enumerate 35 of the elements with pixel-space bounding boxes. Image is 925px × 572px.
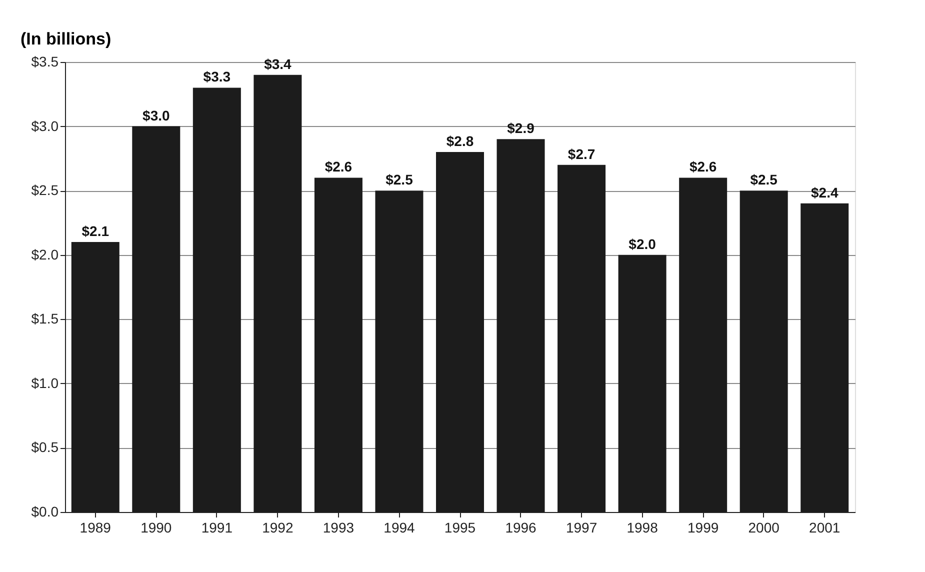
data-label: $2.4: [810, 184, 838, 200]
y-tick-label: $3.0: [31, 118, 59, 134]
data-label: $2.1: [82, 223, 110, 239]
data-label: $3.3: [203, 68, 231, 85]
x-tick-label: 1996: [505, 520, 537, 536]
y-tick-label: $1.5: [31, 310, 59, 327]
data-label: $2.7: [568, 146, 596, 162]
y-tick-label: $2.5: [31, 182, 59, 198]
y-tick-label: $3.5: [31, 54, 59, 70]
data-label: $2.5: [750, 172, 778, 188]
data-label: $2.8: [446, 133, 474, 149]
x-tick-label: 1993: [322, 520, 354, 536]
y-tick-label: $2.0: [31, 246, 59, 262]
y-tick-label: $1.0: [31, 374, 59, 391]
y-axis-title: (In billions): [20, 30, 112, 48]
y-tick-label: $0.0: [31, 504, 59, 520]
data-label: $3.4: [264, 56, 292, 72]
x-tick-label: 1990: [140, 520, 172, 536]
x-tick-label: 1995: [444, 520, 476, 536]
x-tick-label: 1989: [80, 520, 112, 536]
data-label: $2.9: [507, 120, 535, 136]
x-tick-label: 1998: [626, 520, 658, 536]
x-tick-label: 2000: [748, 520, 780, 536]
data-label: $2.0: [628, 236, 656, 252]
y-tick-label: $0.5: [31, 439, 59, 456]
data-label: $2.6: [689, 158, 717, 175]
data-label: $2.5: [386, 172, 414, 188]
x-tick-label: 1994: [384, 520, 416, 536]
data-label: $2.6: [324, 158, 352, 175]
x-tick-label: 1999: [688, 520, 719, 536]
x-tick-label: 1997: [566, 520, 598, 536]
x-tick-label: 2001: [809, 520, 840, 536]
data-label: $3.0: [142, 107, 170, 124]
x-tick-label: 1992: [262, 520, 294, 536]
x-tick-label: 1991: [201, 520, 233, 536]
